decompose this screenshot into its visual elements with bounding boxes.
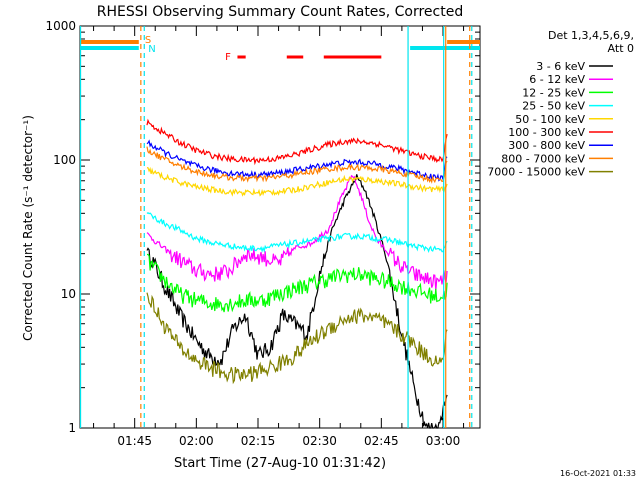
- series-line-1: [146, 174, 448, 429]
- legend-label-4: 25 - 50 keV: [522, 100, 585, 113]
- y-tick-label: 1: [68, 421, 76, 435]
- marker-label-f: F: [225, 52, 231, 63]
- series-line-2: [146, 174, 448, 291]
- legend-header-attenuator: Att 0: [608, 42, 634, 55]
- legend-label-2: 6 - 12 keV: [529, 73, 585, 86]
- legend-label-7: 300 - 800 keV: [508, 139, 585, 152]
- y-tick-label: 10: [61, 287, 76, 301]
- x-tick-label: 02:00: [179, 434, 214, 448]
- x-tick-label: 02:15: [241, 434, 276, 448]
- y-tick-label: 1000: [45, 19, 76, 33]
- series-line-5: [146, 166, 448, 197]
- x-tick-label: 02:45: [364, 434, 399, 448]
- series-line-3: [147, 253, 448, 313]
- x-tick-label: 02:30: [302, 434, 337, 448]
- legend-label-3: 12 - 25 keV: [522, 86, 585, 99]
- marker-label-n: N: [148, 44, 155, 55]
- legend-label-5: 50 - 100 keV: [515, 113, 585, 126]
- legend-label-6: 100 - 300 keV: [508, 126, 585, 139]
- series-line-4: [146, 212, 448, 254]
- legend-label-1: 3 - 6 keV: [536, 60, 585, 73]
- y-axis-label: Corrected Count Rate (s⁻¹ detector⁻¹): [21, 115, 35, 341]
- plot-area: 1 10 100 1000 01:45 02:00 02:15 02:30 02:45 03:00…: [45, 19, 613, 448]
- y-tick-label: 100: [53, 153, 76, 167]
- chart-title: RHESSI Observing Summary Count Rates, Co…: [97, 4, 463, 20]
- series-line-6: [146, 118, 448, 166]
- x-tick-label: 03:00: [426, 434, 461, 448]
- x-axis-label: Start Time (27-Aug-10 01:31:42): [174, 456, 386, 471]
- timestamp-label: 16-Oct-2021 01:33: [560, 469, 636, 478]
- legend-header-detectors: Det 1,3,4,5,6,9,: [548, 29, 634, 42]
- legend-label-8: 800 - 7000 keV: [501, 152, 585, 165]
- series-line-9: [146, 292, 448, 385]
- marker-label-s: S: [145, 35, 151, 46]
- legend-label-9: 7000 - 15000 keV: [487, 166, 585, 179]
- series-line-8: [146, 146, 448, 184]
- x-tick-label: 01:45: [117, 434, 152, 448]
